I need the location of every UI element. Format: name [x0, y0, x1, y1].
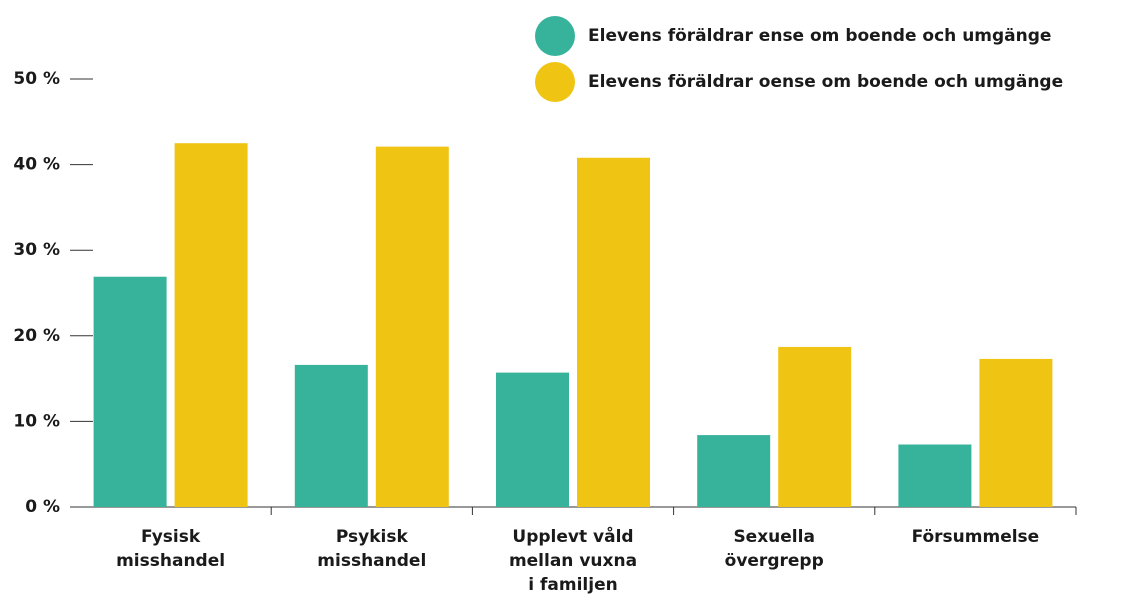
bar: [898, 444, 972, 507]
bar: [375, 146, 449, 507]
x-tick-label: Psykisk: [336, 527, 409, 547]
x-tick-label: Fysisk: [141, 527, 201, 547]
bar: [174, 143, 248, 507]
x-tick-label: Försummelse: [912, 527, 1040, 547]
x-tick-label: övergrepp: [725, 551, 824, 571]
x-tick-label: i familjen: [528, 575, 617, 595]
bar: [778, 346, 852, 507]
bar: [93, 276, 167, 507]
x-tick-label: Sexuella: [733, 527, 815, 547]
y-tick-label: 0 %: [25, 497, 60, 517]
y-tick-label: 10 %: [13, 411, 60, 431]
x-tick-label: mellan vuxna: [509, 551, 637, 571]
bar: [697, 435, 771, 507]
y-tick-label: 30 %: [13, 240, 60, 260]
x-tick-label: misshandel: [116, 551, 225, 571]
bar: [577, 157, 650, 507]
x-tick-label: misshandel: [317, 551, 426, 571]
x-tick-label: Upplevt våld: [512, 525, 633, 547]
legend-swatch: [535, 62, 575, 102]
bar: [294, 364, 368, 507]
bar: [496, 372, 569, 507]
legend-label: Elevens föräldrar ense om boende och umg…: [588, 26, 1051, 46]
y-tick-label: 20 %: [13, 326, 60, 346]
legend-swatch: [535, 16, 575, 56]
y-tick-label: 40 %: [13, 155, 60, 175]
bar: [979, 358, 1053, 507]
y-tick-label: 50 %: [13, 69, 60, 89]
legend-label: Elevens föräldrar oense om boende och um…: [588, 72, 1063, 92]
